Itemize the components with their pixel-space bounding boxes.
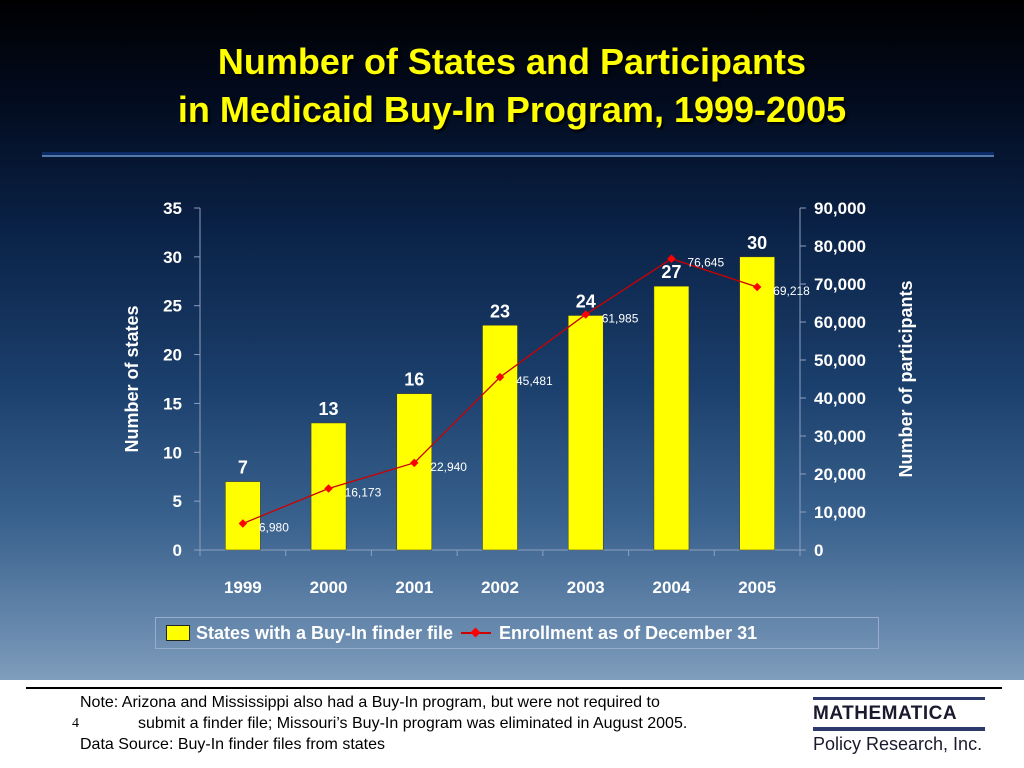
line-point [495,372,505,382]
line-value-label: 6,980 [259,520,289,534]
title-line-2: in Medicaid Buy-In Program, 1999-2005 [177,89,847,130]
source-line: Data Source: Buy-In finder files from st… [80,736,386,753]
slide-title: Number of States and Participants in Med… [0,38,1024,134]
left-tick-label: 0 [173,541,182,560]
bar [653,285,690,551]
x-tick-label: 1999 [224,578,262,597]
left-tick-label: 20 [163,346,182,365]
right-tick-label: 90,000 [814,199,866,218]
mathematica-logo: MATHEMATICA Policy Research, Inc. [813,697,991,754]
bar [739,256,775,551]
bar [396,393,433,551]
x-tick-label: 2000 [310,578,348,597]
line-value-label: 61,985 [602,311,639,325]
logo-bar [813,727,985,731]
combo-chart: 0 5 10 15 20 25 30 35 0 10,000 20,000 30,000 40,000 5… [122,199,916,597]
bar [482,325,518,551]
footnote: Note: Arizona and Mississippi also had a… [80,692,687,755]
note-line-1: Note: Arizona and Mississippi also had a… [80,694,660,711]
line-value-label: 16,173 [345,486,382,500]
logo-wordmark: MATHEMATICA [813,703,958,724]
line-value-label: 76,645 [687,256,724,270]
left-tick-label: 15 [163,394,182,413]
right-tick-label: 40,000 [814,389,866,408]
bar-value-label: 16 [404,370,424,390]
x-tick-label: 2003 [567,578,605,597]
footer-rule [26,687,1002,689]
right-tick-label: 20,000 [814,465,866,484]
line-point [752,282,762,292]
y-axis-title: Number of states [122,305,142,452]
bar-value-label: 13 [319,399,339,419]
right-tick-label: 60,000 [814,313,866,332]
line-value-label: 45,481 [516,374,553,388]
title-line-1: Number of States and Participants [217,41,807,82]
line-point [667,254,676,263]
note-line-2: submit a finder file; Missouri’s Buy-In … [138,715,688,732]
x-tick-label: 2005 [738,578,776,597]
left-tick-label: 35 [163,199,182,218]
line-point [410,458,419,468]
logo-subtitle: Policy Research, Inc. [813,734,983,754]
right-tick-label: 10,000 [814,503,866,522]
bar-value-label: 30 [747,233,767,253]
left-tick-label: 25 [163,297,182,316]
footer-panel [0,680,1024,768]
left-tick-label: 30 [163,248,182,267]
line-point [581,310,590,319]
left-tick-label: 10 [163,443,182,462]
bar-value-label: 24 [576,291,596,311]
bar-value-label: 7 [238,458,248,478]
line-value-label: 69,218 [773,284,810,298]
logo-rule [813,697,985,700]
bar-value-label: 27 [661,262,681,282]
bar-value-label: 23 [490,301,510,321]
line-value-label: 22,940 [430,460,467,474]
line-point [324,484,333,493]
bar [225,481,261,551]
legend-line-swatch [461,626,492,640]
x-tick-label: 2002 [481,578,519,597]
x-tick-label: 2001 [395,578,433,597]
bar [567,315,604,551]
right-tick-label: 50,000 [814,351,866,370]
legend-label-bars: States with a Buy-In finder file [196,622,454,643]
right-tick-label: 70,000 [814,275,866,294]
page-number: 4 [72,716,79,731]
chart-legend: States with a Buy-In finder file Enrollm… [155,617,879,649]
right-tick-label: 30,000 [814,427,866,446]
legend-label-line: Enrollment as of December 31 [499,622,758,643]
left-tick-label: 5 [173,492,182,511]
legend-bar-swatch [166,625,190,641]
right-tick-label: 0 [814,541,823,560]
y2-axis-title: Number of participants [896,280,916,477]
title-underline [42,152,994,155]
x-tick-label: 2004 [653,578,691,597]
right-tick-label: 80,000 [814,237,866,256]
